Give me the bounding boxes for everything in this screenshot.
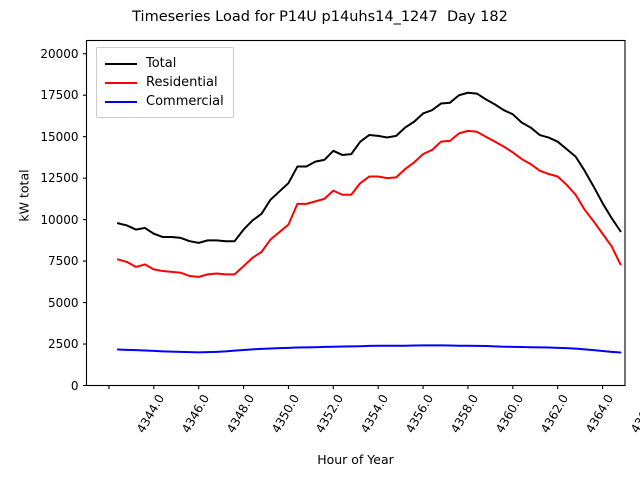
y-tick-label: 0	[70, 378, 79, 393]
y-tick-label: 7500	[47, 254, 79, 269]
y-tick-label: 5000	[47, 295, 79, 310]
legend-item: Residential	[105, 73, 224, 92]
y-tick-label: 2500	[47, 337, 79, 352]
y-tick-label: 15000	[40, 129, 79, 144]
y-tick-label: 20000	[40, 46, 79, 61]
series-line-total	[116, 91, 622, 244]
y-axis-label: kW total	[16, 169, 32, 222]
legend-label: Total	[146, 56, 177, 71]
x-axis-label: Hour of Year	[317, 452, 394, 467]
legend-item: Commercial	[105, 92, 224, 111]
y-tick-label: 10000	[40, 212, 79, 227]
series-line-residential	[116, 129, 622, 278]
chart-title: Timeseries Load for P14U p14uhs14_1247 D…	[132, 9, 508, 25]
y-tick-label: 12500	[40, 171, 79, 186]
series-lines	[116, 91, 622, 354]
legend-label: Residential	[146, 75, 218, 90]
series-line-commercial	[116, 344, 622, 354]
legend-item: Total	[105, 54, 224, 73]
legend-label: Commercial	[146, 94, 224, 109]
legend-color-swatch	[105, 81, 137, 84]
axes-frame	[85, 39, 626, 387]
y-tick-label: 17500	[40, 88, 79, 103]
plot-border	[85, 39, 626, 387]
legend-color-swatch	[105, 100, 137, 103]
legend-color-swatch	[105, 62, 137, 65]
chart-legend: Total Residential Commercial	[96, 47, 234, 118]
tick-marks	[83, 53, 604, 389]
